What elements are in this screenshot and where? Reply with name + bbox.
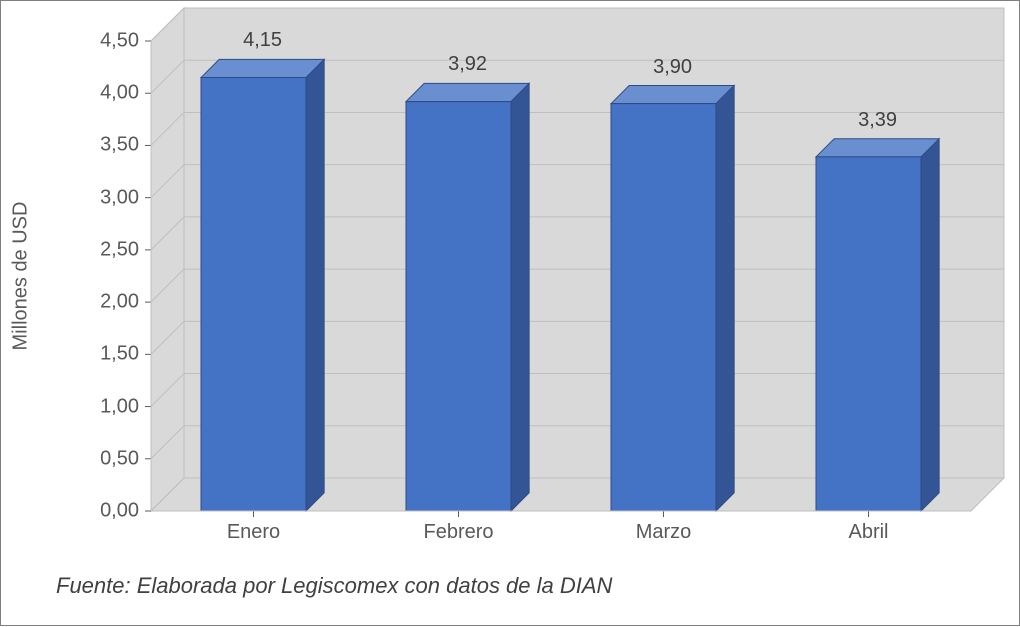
y-tick-label: 0,50 (29, 447, 139, 470)
y-tick-label: 2,00 (29, 291, 139, 314)
x-tick-label: Abril (848, 521, 888, 544)
y-axis-title: Millones de USD (10, 202, 33, 351)
y-tick-label: 1,00 (29, 395, 139, 418)
y-tick-label: 4,00 (29, 82, 139, 105)
x-tick-label: Enero (227, 521, 280, 544)
y-tick-label: 1,50 (29, 343, 139, 366)
y-tick-label: 2,50 (29, 238, 139, 261)
bar-data-label: 4,15 (243, 29, 282, 52)
y-tick-label: 4,50 (29, 30, 139, 53)
x-tick-label: Febrero (423, 521, 493, 544)
bar-data-label: 3,39 (858, 109, 897, 132)
bar-data-label: 3,92 (448, 53, 487, 76)
chart-container: Millones de USD Fuente: Elaborada por Le… (0, 0, 1020, 626)
y-tick-label: 0,00 (29, 500, 139, 523)
x-tick-label: Marzo (636, 521, 692, 544)
bar-data-label: 3,90 (653, 56, 692, 79)
y-tick-label: 3,50 (29, 134, 139, 157)
y-tick-label: 3,00 (29, 186, 139, 209)
source-footnote: Fuente: Elaborada por Legiscomex con dat… (56, 573, 612, 599)
